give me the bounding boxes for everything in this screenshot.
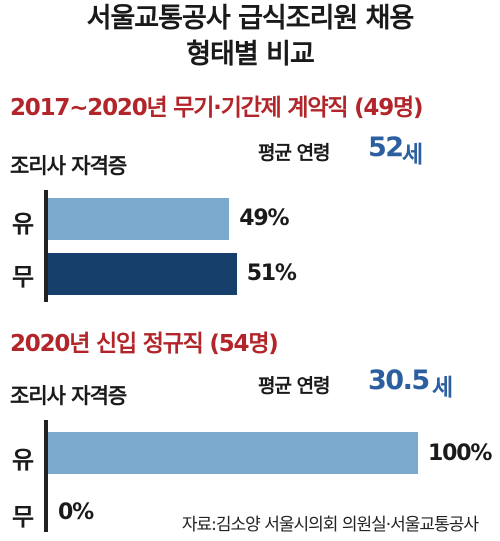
source-note: 자료:김소양 서울시의회 의원실·서울교통공사 (181, 515, 479, 535)
panel2-category-yes: 유 (12, 446, 35, 474)
panel1-category-yes: 유 (12, 210, 35, 238)
panel1-value-yes: 49% (239, 206, 289, 231)
panel1-category-no: 무 (12, 263, 35, 291)
panel1-axis-line (44, 190, 48, 302)
panel1-bar-no (48, 253, 237, 295)
panel2-avg-unit: 세 (432, 375, 454, 401)
panel2-avg-value: 30.5 (368, 365, 430, 396)
panel1-avg-value: 52 (368, 132, 404, 163)
panel1-cert-label: 조리사 자격증 (10, 154, 127, 178)
chart-title-line2: 형태별 비교 (186, 39, 315, 70)
panel2-category-no: 무 (12, 503, 35, 531)
panel1-bar-yes (48, 198, 230, 240)
chart-title-line1: 서울교통공사 급식조리원 채용 (86, 3, 415, 34)
panel2-value-yes: 100% (428, 441, 492, 466)
panel2-cert-label: 조리사 자격증 (10, 384, 127, 408)
panel2-avg-label: 평균 연령 (258, 375, 331, 397)
panel2-subtitle: 2020년 신입 정규직 (54명) (10, 331, 279, 357)
panel1-value-no: 51% (246, 261, 297, 286)
panel2-value-no: 0% (58, 500, 94, 525)
panel1-avg-label: 평균 연령 (258, 142, 331, 164)
panel1-subtitle: 2017~2020년 무기·기간제 계약직 (49명) (10, 95, 423, 121)
panel1-avg-unit: 세 (402, 142, 424, 168)
panel2-axis-line (44, 420, 48, 532)
panel2-bar-yes (48, 432, 418, 474)
